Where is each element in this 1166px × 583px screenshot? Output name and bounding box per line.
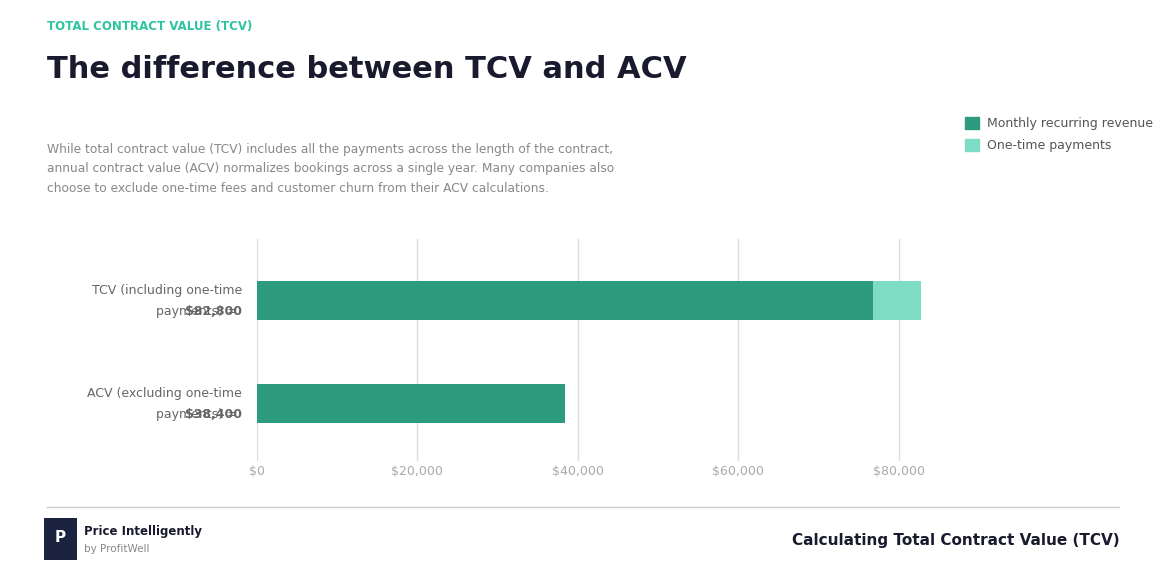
Legend: Monthly recurring revenue, One-time payments: Monthly recurring revenue, One-time paym… — [965, 117, 1153, 152]
Text: payments) =: payments) = — [156, 305, 243, 318]
Text: $38,400: $38,400 — [185, 408, 243, 421]
Text: Price Intelligently: Price Intelligently — [84, 525, 202, 538]
Bar — [257, 281, 873, 321]
Text: TOTAL CONTRACT VALUE (TCV): TOTAL CONTRACT VALUE (TCV) — [47, 20, 252, 33]
Text: P: P — [55, 531, 66, 545]
Text: by ProfitWell: by ProfitWell — [84, 544, 149, 554]
Text: payments) =: payments) = — [156, 408, 243, 421]
Text: While total contract value (TCV) includes all the payments across the length of : While total contract value (TCV) include… — [47, 143, 613, 195]
Text: $82,800: $82,800 — [185, 305, 243, 318]
Text: ACV (excluding one-time: ACV (excluding one-time — [87, 387, 243, 400]
Bar — [257, 384, 564, 423]
Text: Calculating Total Contract Value (TCV): Calculating Total Contract Value (TCV) — [792, 533, 1119, 548]
Text: The difference between TCV and ACV: The difference between TCV and ACV — [47, 55, 687, 85]
Bar — [873, 281, 921, 321]
FancyBboxPatch shape — [43, 515, 78, 562]
Text: TCV (including one-time: TCV (including one-time — [92, 284, 243, 297]
